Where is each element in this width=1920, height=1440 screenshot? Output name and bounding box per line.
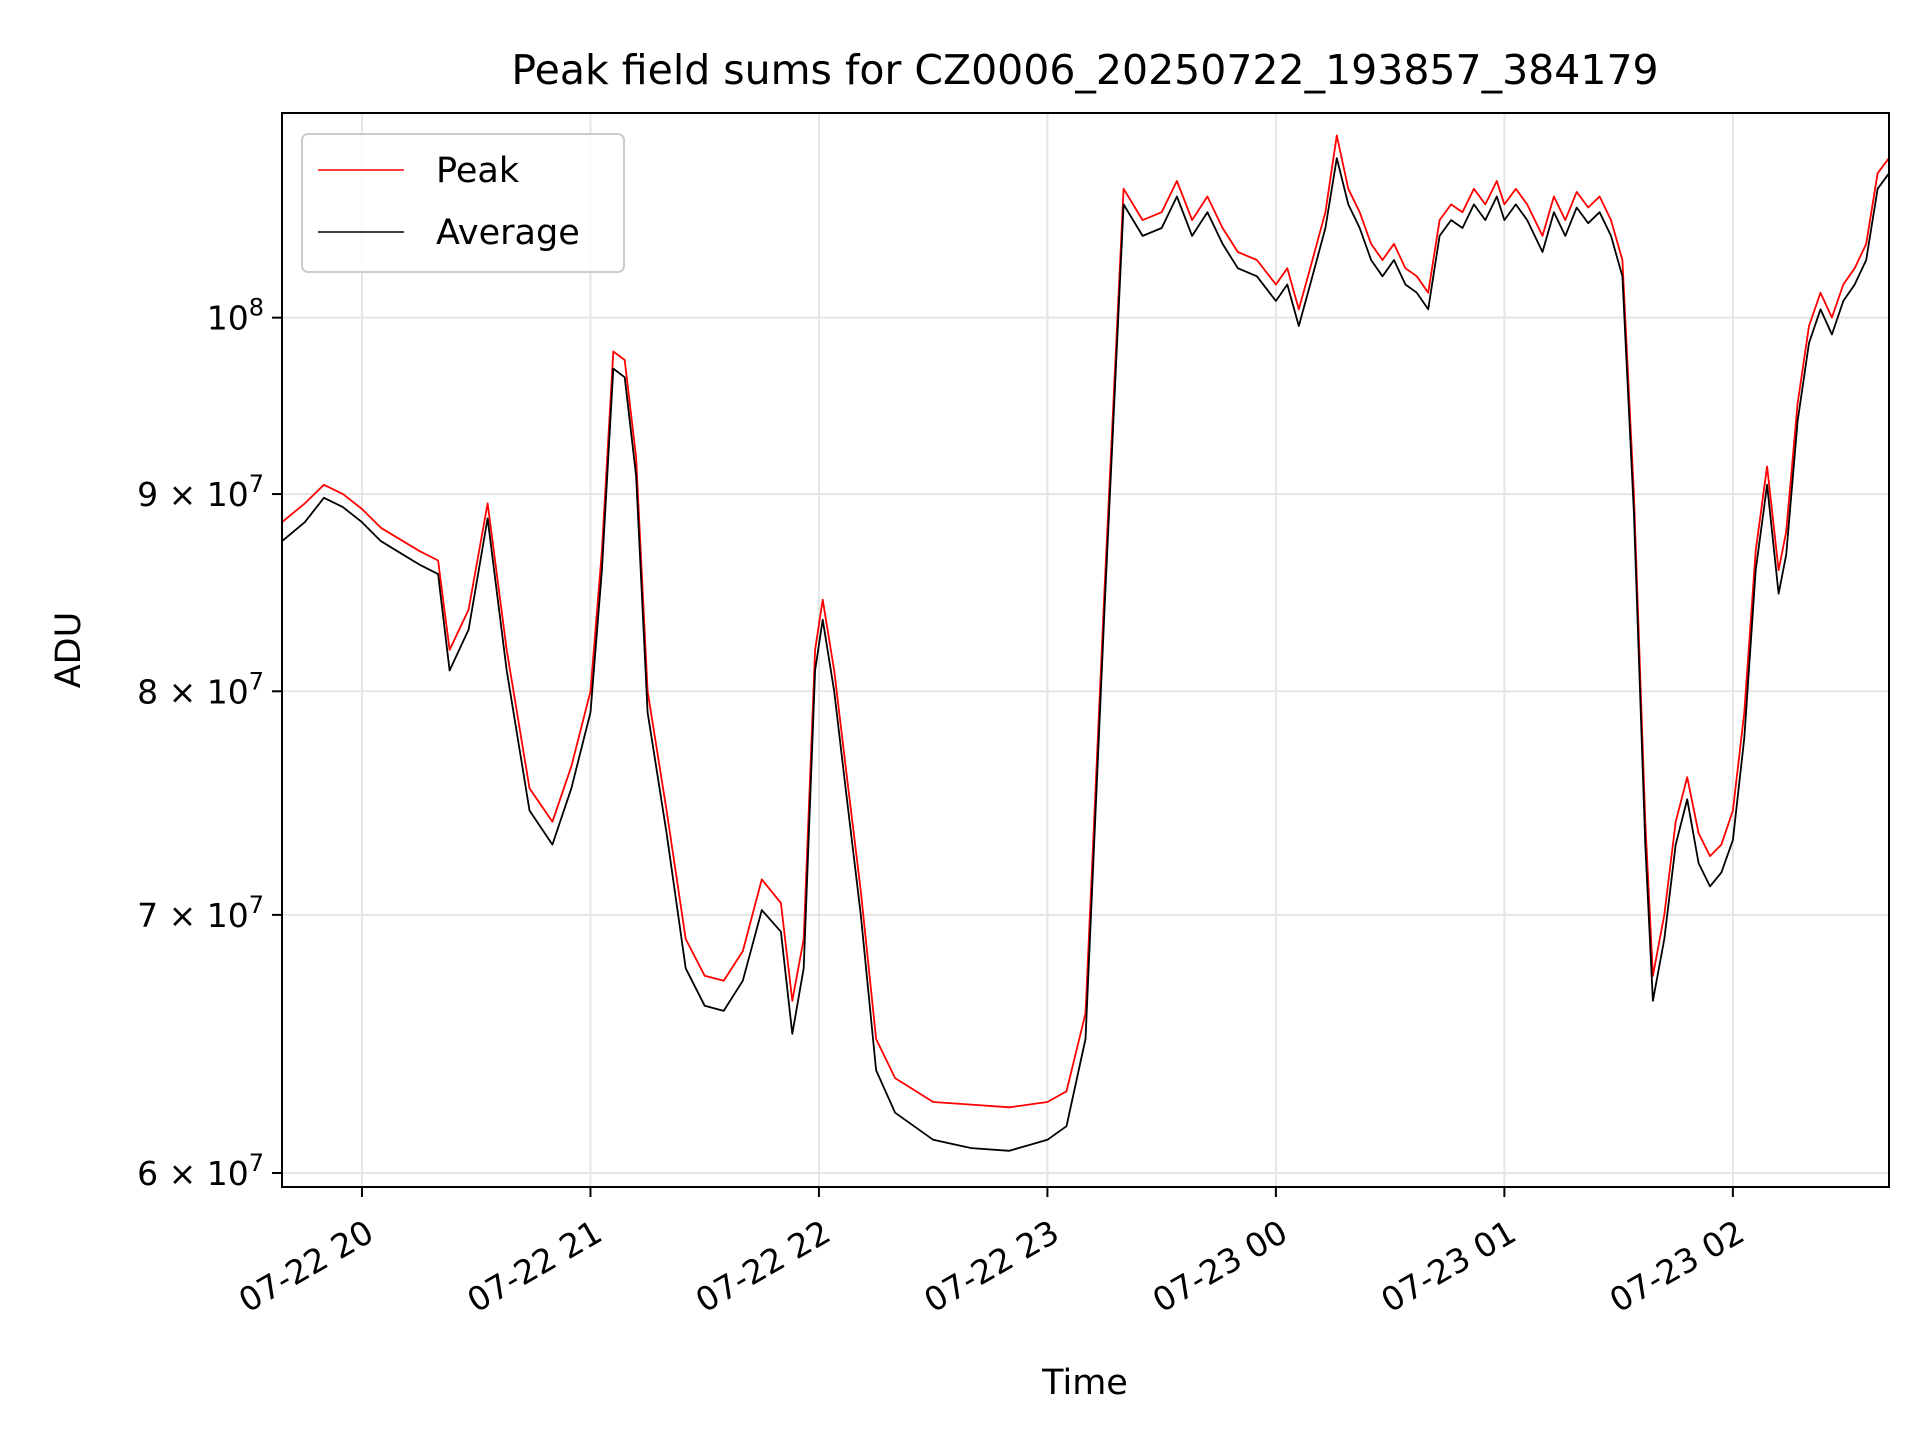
series-line-peak: [282, 134, 1889, 1109]
y-tick-label: 9 × 107: [137, 470, 264, 514]
legend: Peak Average: [301, 133, 625, 273]
legend-box: [301, 133, 625, 273]
grid-lines: [282, 113, 1889, 1187]
y-tick-label: 108: [207, 294, 264, 338]
plot-frame: [281, 112, 1890, 1188]
y-tick-label: 6 × 107: [137, 1149, 264, 1193]
y-tick-label: 7 × 107: [137, 891, 264, 935]
y-axis-label: ADU: [49, 612, 89, 689]
chart-title: Peak field sums for CZ0006_20250722_1938…: [511, 46, 1658, 94]
legend-label-peak: Peak: [436, 151, 520, 191]
plot-lines: [282, 134, 1889, 1152]
x-axis-label: Time: [1041, 1363, 1128, 1403]
series-line-average: [282, 157, 1889, 1152]
legend-label-average: Average: [436, 213, 580, 253]
y-tick-label: 8 × 107: [137, 667, 264, 711]
